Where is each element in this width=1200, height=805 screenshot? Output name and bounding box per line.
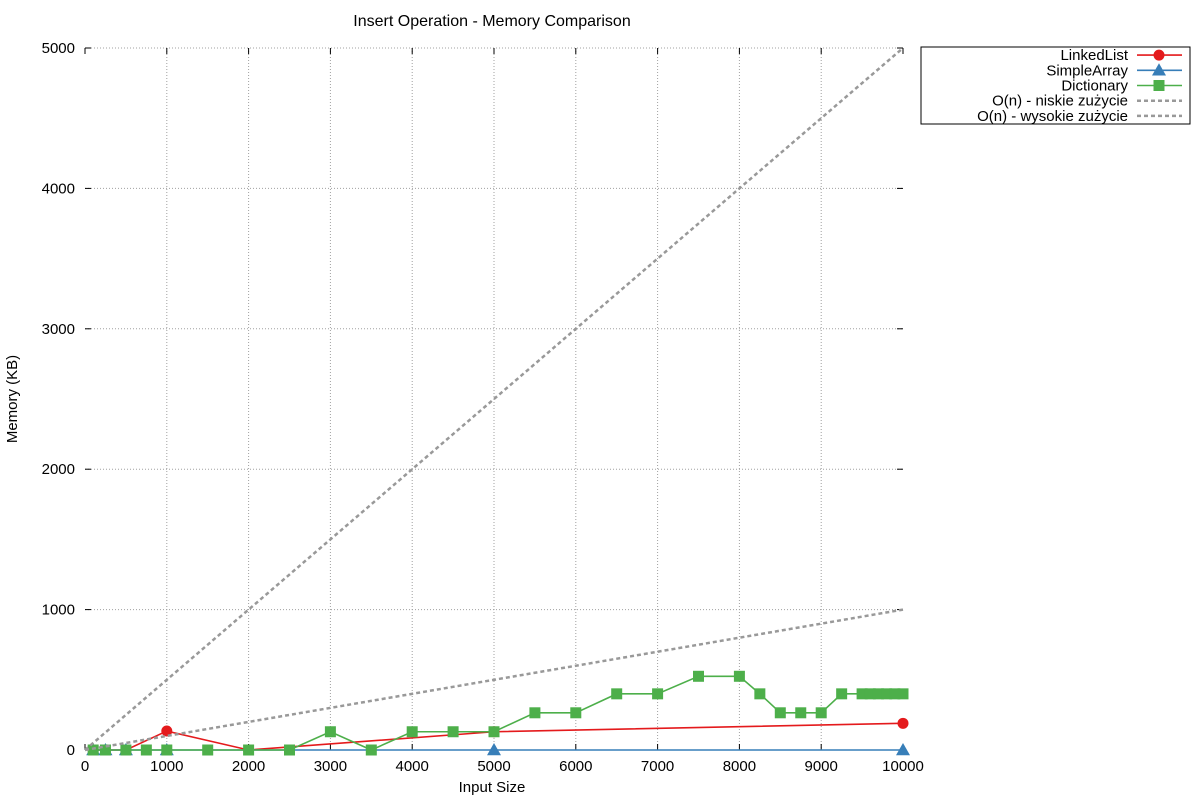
x-tick-label: 9000 <box>805 758 838 775</box>
series-4 <box>84 47 904 751</box>
data-point <box>611 688 623 700</box>
data-point <box>99 744 111 756</box>
data-point <box>836 688 848 700</box>
data-point <box>754 688 766 700</box>
tick-labels: 0 1000 2000 3000 4000 5000 6000 7000 8000 9000 100… <box>42 40 924 775</box>
series-2 <box>87 670 909 756</box>
data-point <box>488 726 500 738</box>
series-line <box>84 47 904 751</box>
x-axis-label: Input Size <box>459 779 526 796</box>
data-point <box>896 743 910 756</box>
data-point <box>897 688 909 700</box>
data-point <box>733 670 745 682</box>
legend-swatch-marker <box>1153 49 1165 61</box>
legend-label: O(n) - niskie zużycie <box>992 93 1128 110</box>
data-point <box>161 744 173 756</box>
y-tick-label: 3000 <box>42 321 75 338</box>
x-tick-label: 4000 <box>396 758 429 775</box>
legend-label: LinkedList <box>1060 47 1128 64</box>
data-point <box>881 688 893 700</box>
chart-title: Insert Operation - Memory Comparison <box>353 13 630 30</box>
data-point <box>243 744 255 756</box>
x-tick-label: 5000 <box>477 758 510 775</box>
data-point <box>324 726 336 738</box>
data-point <box>87 744 99 756</box>
data-point <box>161 725 173 737</box>
data-point <box>529 707 541 719</box>
x-tick-label: 0 <box>81 758 89 775</box>
data-point <box>406 726 418 738</box>
data-point <box>652 688 664 700</box>
legend-swatch-marker <box>1153 80 1165 91</box>
data-point <box>202 744 214 756</box>
y-axis-label: Memory (KB) <box>4 355 21 443</box>
y-tick-label: 1000 <box>42 602 75 619</box>
data-point <box>774 707 786 719</box>
data-point <box>447 726 459 738</box>
data-point <box>140 744 152 756</box>
y-tick-label: 0 <box>67 742 75 759</box>
x-tick-label: 8000 <box>723 758 756 775</box>
data-point <box>889 688 901 700</box>
legend-label: Dictionary <box>1061 78 1128 95</box>
data-point <box>570 707 582 719</box>
data-point <box>487 743 501 756</box>
data-point <box>284 744 295 756</box>
x-tick-label: 6000 <box>559 758 592 775</box>
data-point <box>856 688 868 700</box>
x-tick-label: 1000 <box>150 758 183 775</box>
data-point <box>815 707 827 719</box>
series-group <box>84 47 910 756</box>
x-tick-label: 2000 <box>232 758 265 775</box>
legend-label: O(n) - wysokie zużycie <box>977 108 1128 125</box>
legend-label: SimpleArray <box>1046 62 1128 79</box>
y-tick-label: 2000 <box>42 461 75 478</box>
y-tick-label: 4000 <box>42 180 75 197</box>
legend-swatch-marker <box>1152 63 1166 76</box>
data-point <box>120 744 132 756</box>
y-tick-label: 5000 <box>42 40 75 57</box>
x-tick-label: 3000 <box>314 758 347 775</box>
data-point <box>864 688 876 700</box>
x-tick-label: 7000 <box>641 758 674 775</box>
data-point <box>795 707 807 719</box>
series-line <box>84 608 904 752</box>
series-3 <box>84 608 904 752</box>
data-point <box>365 744 377 756</box>
data-point <box>872 688 884 700</box>
data-point <box>693 670 704 682</box>
data-point <box>897 717 909 729</box>
x-tick-label: 10000 <box>882 758 924 775</box>
